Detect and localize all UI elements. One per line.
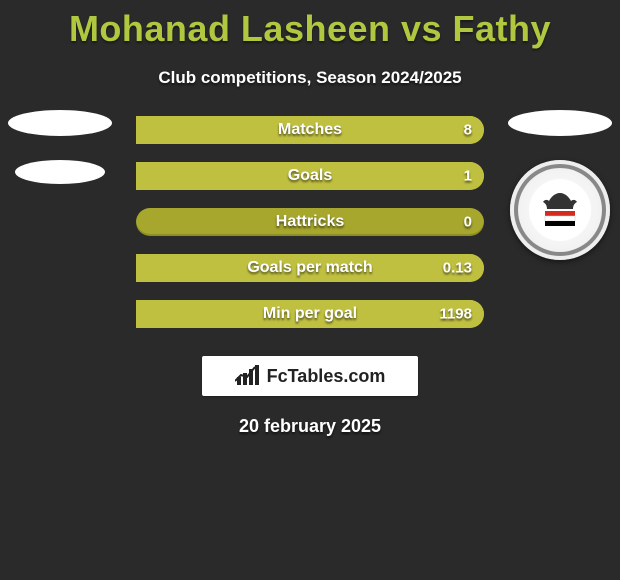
stats-area: Matches 8 Goals 1 Hattricks 0 Goals per … — [0, 116, 620, 328]
club-badge-inner — [529, 179, 591, 241]
bar-label: Min per goal — [263, 305, 357, 323]
bar-label: Matches — [278, 121, 342, 139]
bar-label: Goals per match — [247, 259, 372, 277]
bar-row-min-per-goal: Min per goal 1198 — [136, 300, 484, 328]
bar-value-right: 8 — [464, 122, 472, 139]
bar-row-goals-per-match: Goals per match 0.13 — [136, 254, 484, 282]
player-left-avatar-placeholder — [8, 110, 112, 136]
bar-value-right: 0 — [464, 214, 472, 231]
player-right-avatar-placeholder — [508, 110, 612, 136]
bar-value-right: 0.13 — [443, 260, 472, 277]
bar-value-right: 1198 — [439, 306, 472, 323]
bar-row-matches: Matches 8 — [136, 116, 484, 144]
bar-value-right: 1 — [464, 168, 472, 185]
page-title: Mohanad Lasheen vs Fathy — [0, 0, 620, 50]
club-crest-icon — [537, 187, 583, 233]
player-right-column — [500, 110, 620, 260]
bar-chart-icon — [235, 365, 261, 387]
subtitle: Club competitions, Season 2024/2025 — [0, 68, 620, 88]
fctables-label: FcTables.com — [267, 366, 386, 387]
date-line: 20 february 2025 — [0, 416, 620, 437]
player-left-column — [0, 110, 120, 208]
comparison-bars: Matches 8 Goals 1 Hattricks 0 Goals per … — [136, 116, 484, 328]
fctables-watermark: FcTables.com — [202, 356, 418, 396]
player-left-secondary-placeholder — [15, 160, 105, 184]
bar-row-goals: Goals 1 — [136, 162, 484, 190]
bar-row-hattricks: Hattricks 0 — [136, 208, 484, 236]
player-right-club-badge — [510, 160, 610, 260]
bar-label: Goals — [288, 167, 332, 185]
bar-label: Hattricks — [276, 213, 344, 231]
